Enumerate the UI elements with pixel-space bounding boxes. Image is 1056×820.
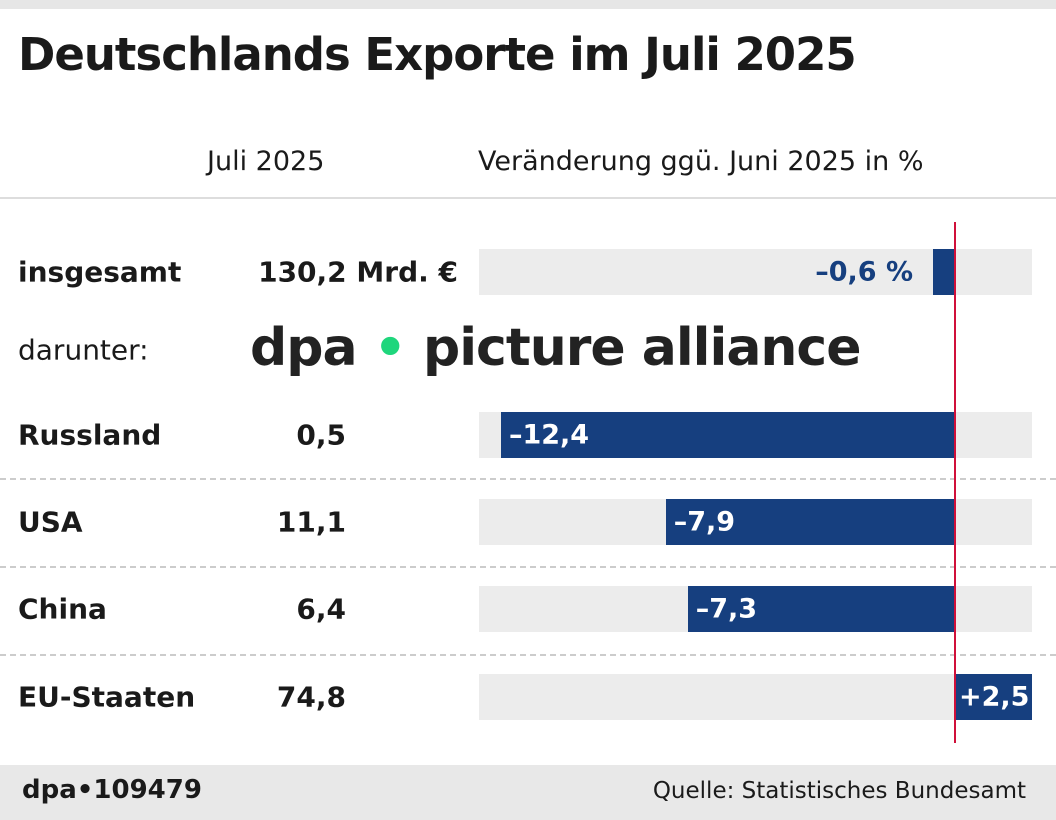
bar-track: –7,3 (479, 586, 1032, 632)
zero-line (954, 222, 956, 743)
header-divider (0, 197, 1056, 199)
category-label: China (18, 592, 107, 626)
value-header: Juli 2025 (207, 146, 325, 177)
bar-track: –0,6 % (479, 249, 1032, 295)
bar-label: –7,3 (695, 593, 758, 625)
watermark-logo: dpa • picture alliance (250, 318, 862, 378)
source: Quelle: Statistisches Bundesamt (652, 778, 1026, 804)
bar-label: –12,4 (508, 419, 590, 451)
category-label: Russland (18, 418, 162, 452)
top-strip (0, 0, 1056, 9)
value-label: 0,5 (296, 418, 346, 452)
dpa-id: dpa•109479 (22, 775, 202, 805)
change-header: Veränderung ggü. Juni 2025 in % (478, 146, 924, 177)
bar-label: –0,6 % (815, 256, 914, 288)
bar (955, 674, 1032, 720)
row-divider (0, 654, 1056, 656)
category-label: USA (18, 505, 83, 539)
bar (933, 249, 955, 295)
value-label: 6,4 (296, 592, 346, 626)
bar-track: –7,9 (479, 499, 1032, 545)
bar-track: +2,5 (479, 674, 1032, 720)
value-label: 130,2 Mrd. € (258, 255, 458, 289)
bar-label: –7,9 (673, 506, 736, 538)
bar (665, 499, 955, 545)
chart-title: Deutschlands Exporte im Juli 2025 (18, 28, 857, 81)
bar (500, 412, 955, 458)
value-label: 11,1 (276, 505, 346, 539)
bar-label: +2,5 (959, 681, 1030, 713)
bar (687, 586, 955, 632)
row-divider (0, 478, 1056, 480)
subheading: darunter: (18, 333, 149, 367)
row-divider (0, 566, 1056, 568)
footer: dpa•109479 Quelle: Statistisches Bundesa… (0, 765, 1056, 820)
bar-track: –12,4 (479, 412, 1032, 458)
category-label: insgesamt (18, 255, 182, 289)
category-label: EU-Staaten (18, 680, 196, 714)
value-label: 74,8 (276, 680, 346, 714)
